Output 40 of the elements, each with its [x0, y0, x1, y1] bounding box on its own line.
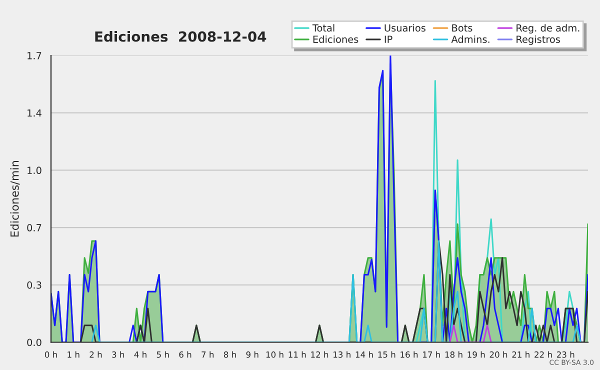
legend-label: Total: [312, 24, 334, 32]
x-tick-label: 17 h: [423, 351, 440, 358]
x-tick-label: 8 h: [224, 351, 236, 358]
y-tick-label: 1.4: [28, 109, 42, 117]
legend-label: Bots: [452, 24, 472, 32]
x-tick-label: 14 h: [356, 351, 373, 358]
x-tick-label: 1 h: [68, 351, 80, 358]
legend-label: Registros: [516, 35, 560, 45]
x-tick-label: 12 h: [311, 351, 328, 358]
x-tick-label: 13 h: [334, 351, 350, 358]
x-tick-label: 5 h: [156, 351, 169, 358]
y-axis-title: Ediciones/min: [10, 161, 20, 237]
y-tick-label: 0.7: [27, 224, 42, 232]
legend-label: Admins.: [451, 35, 490, 43]
x-tick-label: 10 h: [266, 351, 284, 358]
x-tick-label: 20 h: [490, 351, 508, 358]
x-tick-label: 18 h: [445, 351, 462, 358]
legend-label: Usuarios: [384, 24, 426, 32]
x-tick-label: 21 h: [512, 351, 530, 358]
x-tick-label: 11 h: [288, 351, 306, 358]
x-tick-label: 6 h: [179, 351, 192, 358]
x-tick-label: 22 h: [534, 351, 552, 358]
legend-label: Reg. de adm.: [516, 24, 580, 34]
x-tick-label: 16 h: [400, 351, 418, 358]
x-tick-label: 0 h: [44, 351, 57, 358]
x-tick-label: 4 h: [134, 351, 146, 358]
x-tick-label: 9 h: [246, 351, 258, 358]
legend-label: IP: [384, 36, 392, 43]
x-tick-label: 3 h: [112, 351, 124, 358]
chart-title: Ediciones 2008-12-04: [95, 31, 266, 42]
y-tick-label: 1.0: [28, 166, 42, 174]
x-tick-label: 2 h: [90, 351, 102, 358]
x-tick-label: 15 h: [378, 351, 396, 358]
x-tick-label: 19 h: [468, 351, 485, 358]
y-tick-label: 0.0: [27, 338, 42, 346]
legend-label: Ediciones: [313, 35, 358, 43]
x-tick-label: 7 h: [202, 351, 214, 358]
x-tick-label: 23 h: [556, 351, 574, 358]
y-tick-label: 0.3: [27, 281, 42, 289]
y-tick-label: 1.7: [28, 52, 42, 60]
